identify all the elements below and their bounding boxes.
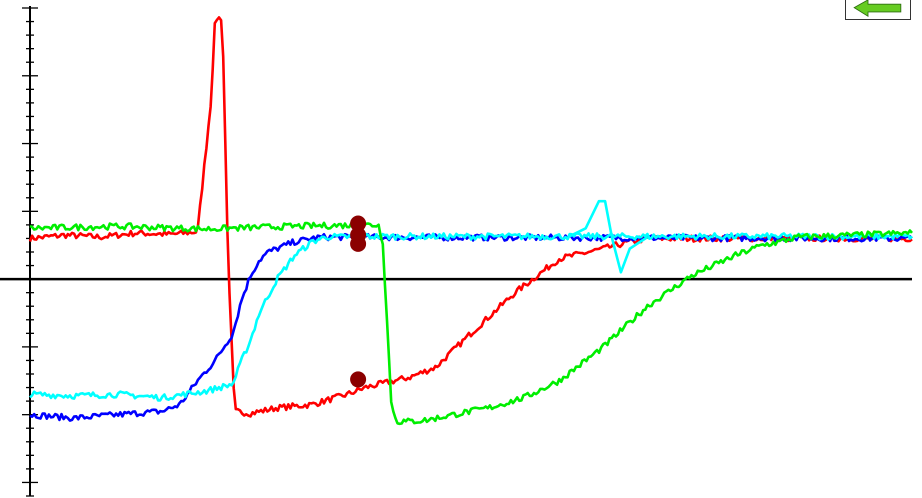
left-arrow-icon [853,0,902,18]
series-line-4 [29,221,913,426]
series-lines [28,16,913,426]
series-line-1 [28,16,913,418]
marker-point-3 [350,235,367,252]
title-fragment [770,0,830,14]
marker-point-1 [350,215,367,232]
axes [0,6,912,497]
back-button[interactable] [845,0,911,20]
series-line-3 [29,232,913,402]
data-markers [350,215,367,388]
series-line-2 [29,232,913,422]
marker-point-4 [350,371,367,388]
series-line-cyan-wiggle [567,199,649,274]
